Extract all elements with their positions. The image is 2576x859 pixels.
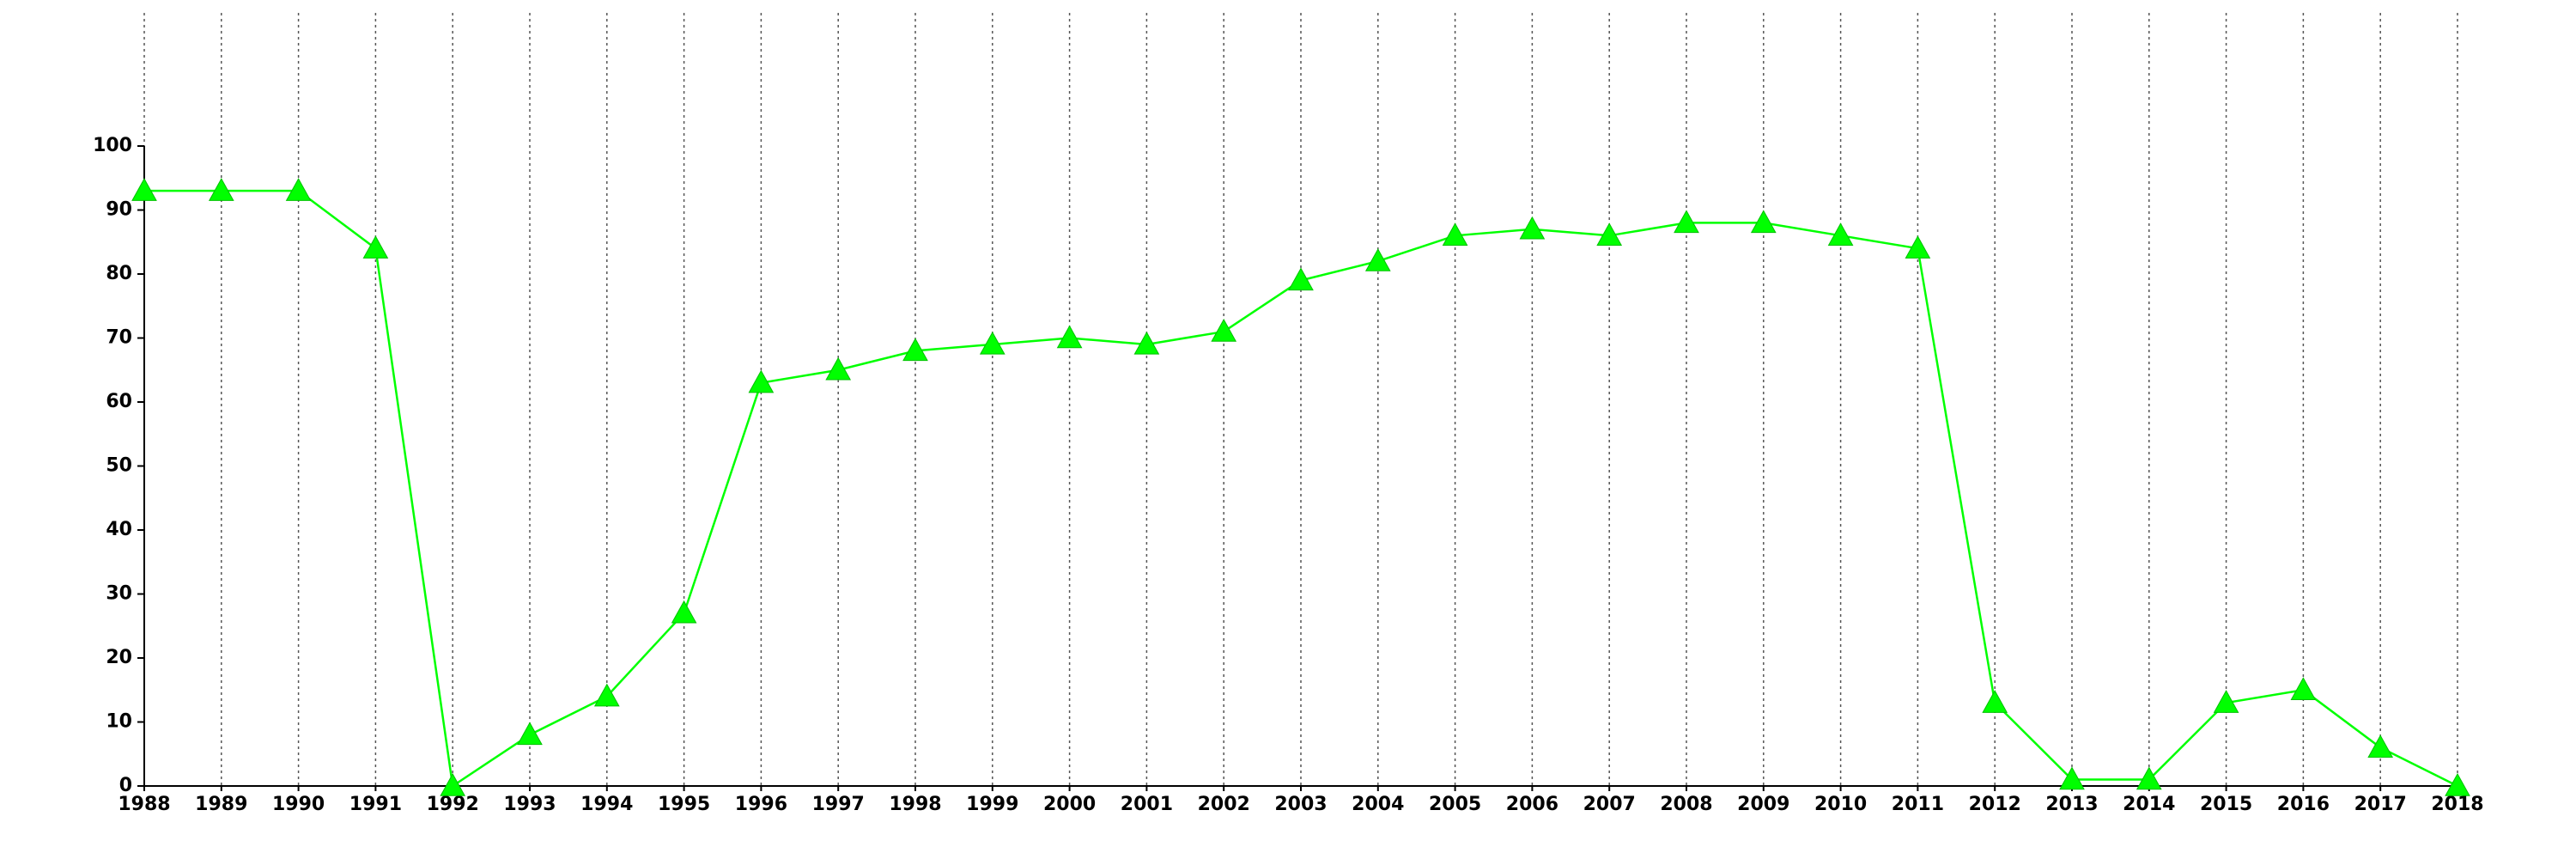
x-tick-label: 2013	[2045, 794, 2098, 815]
x-tick-label: 2004	[1352, 794, 1404, 815]
x-tick-label: 2000	[1043, 794, 1096, 815]
marker	[1288, 267, 1314, 291]
marker	[671, 600, 697, 624]
marker	[1133, 331, 1160, 355]
x-tick-label: 2010	[1814, 794, 1867, 815]
marker	[517, 722, 543, 746]
y-tick-label: 100	[93, 135, 132, 156]
marker	[208, 178, 234, 201]
x-tick-label: 1993	[503, 794, 556, 815]
marker	[825, 356, 852, 381]
marker	[2367, 734, 2394, 758]
marker	[285, 178, 312, 201]
y-tick-label: 50	[106, 455, 132, 477]
x-tick-label: 1990	[272, 794, 325, 815]
marker	[1364, 248, 1391, 271]
x-tick-label: 2005	[1429, 794, 1481, 815]
marker	[2290, 677, 2317, 700]
marker	[2059, 766, 2085, 790]
marker	[593, 683, 620, 707]
x-tick-label: 2009	[1737, 794, 1789, 815]
y-tick-label: 40	[106, 519, 132, 540]
marker	[2136, 766, 2162, 790]
marker	[1750, 210, 1777, 234]
x-tick-label: 2016	[2277, 794, 2330, 815]
x-tick-label: 1994	[580, 794, 633, 815]
x-tick-label: 1991	[349, 794, 402, 815]
y-tick-label: 70	[106, 327, 132, 349]
y-tick-label: 10	[106, 711, 132, 733]
x-tick-label: 2002	[1198, 794, 1250, 815]
marker	[1211, 319, 1237, 342]
marker	[362, 235, 389, 259]
marker	[2213, 690, 2239, 713]
marker	[1442, 222, 1468, 246]
y-tick-label: 80	[106, 263, 132, 284]
x-tick-label: 2008	[1660, 794, 1712, 815]
x-tick-label: 2018	[2431, 794, 2483, 815]
x-tick-label: 2007	[1583, 794, 1636, 815]
marker	[1056, 325, 1083, 349]
y-tick-label: 30	[106, 583, 132, 605]
x-tick-label: 1997	[812, 794, 865, 815]
x-tick-label: 1995	[658, 794, 710, 815]
marker	[1827, 222, 1854, 246]
marker	[902, 338, 928, 362]
y-tick-label: 60	[106, 391, 132, 412]
x-tick-label: 2012	[1969, 794, 2021, 815]
y-tick-label: 90	[106, 199, 132, 221]
x-tick-label: 2011	[1892, 794, 1944, 815]
marker	[1674, 210, 1699, 234]
marker	[440, 772, 466, 796]
y-tick-label: 0	[119, 775, 132, 796]
marker	[2445, 772, 2470, 796]
marker	[1596, 222, 1623, 246]
x-tick-label: 2017	[2354, 794, 2407, 815]
y-tick-label: 20	[106, 647, 132, 668]
marker	[748, 369, 775, 393]
x-tick-label: 2003	[1274, 794, 1327, 815]
x-tick-label: 1988	[118, 794, 170, 815]
marker	[1519, 216, 1546, 240]
x-tick-label: 2006	[1506, 794, 1558, 815]
marker	[1982, 690, 2008, 713]
x-tick-label: 2014	[2123, 794, 2175, 815]
x-tick-label: 1998	[889, 794, 941, 815]
x-tick-label: 2001	[1121, 794, 1173, 815]
marker	[1905, 235, 1931, 259]
marker	[131, 178, 157, 201]
x-tick-label: 1989	[195, 794, 247, 815]
x-tick-label: 1999	[966, 794, 1018, 815]
x-tick-label: 1996	[735, 794, 787, 815]
x-tick-label: 2015	[2200, 794, 2252, 815]
marker	[979, 331, 1005, 355]
x-tick-label: 1992	[427, 794, 479, 815]
